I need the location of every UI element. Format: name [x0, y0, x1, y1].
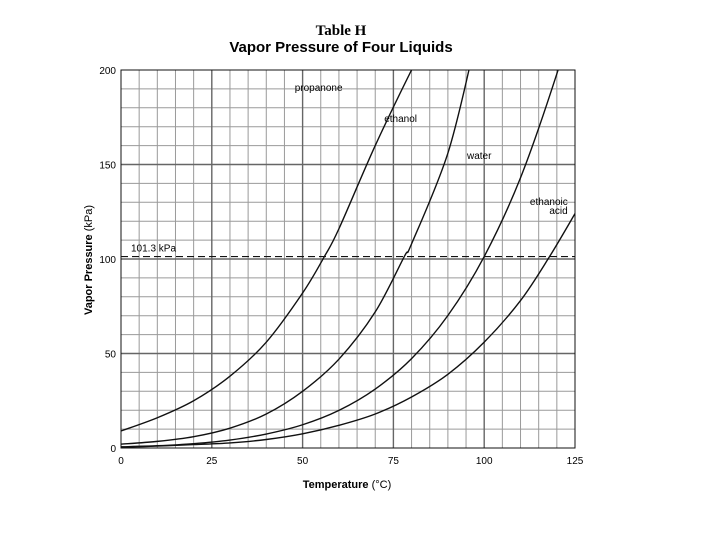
x-tick-label: 50: [297, 456, 309, 467]
y-tick-label: 200: [99, 66, 116, 77]
y-tick-label: 0: [110, 444, 116, 455]
x-tick-labels: 0 25 50 75 100 125: [118, 456, 584, 467]
curve-label-propanone: propanone: [295, 83, 343, 94]
y-tick-labels: 0 50 100 150 200: [99, 66, 116, 455]
curve-label-ethanoic-acid: ethanoic: [530, 197, 568, 208]
major-grid: [121, 70, 575, 448]
curve-ethanol: [121, 70, 470, 445]
curve-label-ethanol: ethanol: [384, 114, 417, 125]
plot-frame: [120, 69, 576, 449]
reference-line-label: 101.3 kPa: [131, 244, 176, 255]
curve-propanone: [121, 70, 413, 432]
curve-label-water: water: [466, 151, 492, 162]
x-tick-label: 0: [118, 456, 124, 467]
y-tick-label: 150: [99, 161, 116, 172]
chart-subtitle: Vapor Pressure of Four Liquids: [229, 39, 452, 56]
y-tick-label: 50: [105, 350, 117, 361]
x-tick-label: 25: [206, 456, 218, 467]
x-tick-label: 100: [476, 456, 493, 467]
x-tick-label: 75: [388, 456, 400, 467]
curve-ethanoic-acid: [121, 213, 575, 448]
x-axis-label: Temperature (°C): [303, 479, 392, 491]
curve-water: [121, 70, 559, 448]
x-tick-label: 125: [567, 456, 584, 467]
curve-label-ethanoic-acid: acid: [549, 206, 567, 217]
y-tick-label: 100: [99, 255, 116, 266]
chart-title: Table H: [316, 23, 367, 39]
y-axis-label: Vapor Pressure (kPa): [83, 205, 95, 315]
series-curves: [121, 70, 575, 448]
